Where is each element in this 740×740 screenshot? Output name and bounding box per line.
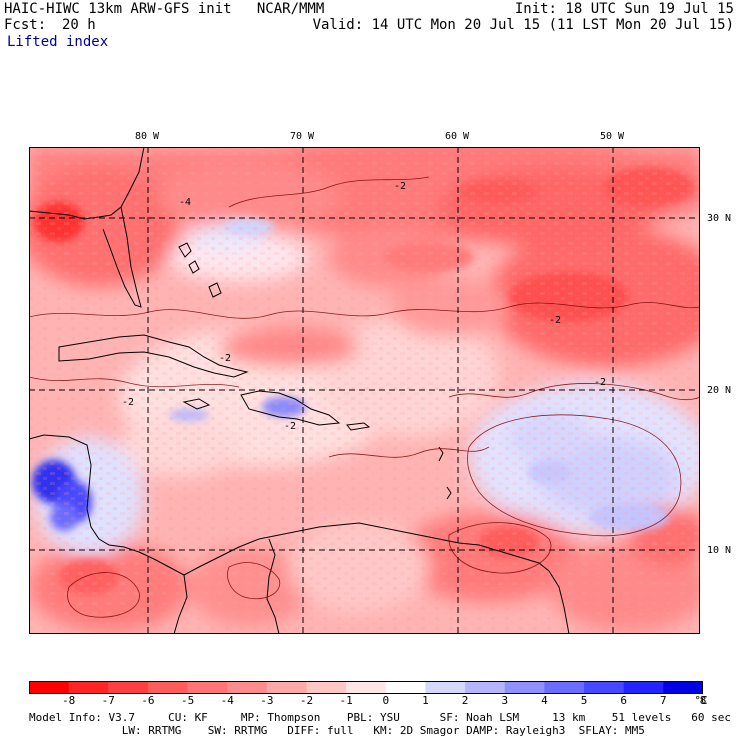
color-scale-swatch — [187, 681, 228, 694]
color-scale-swatch — [663, 681, 703, 694]
model-info-line: Model Info: V3.7 CU: KF MP: Thompson PBL… — [29, 711, 731, 724]
cuba-outline — [58, 334, 249, 378]
color-scale-swatch — [147, 681, 189, 694]
color-scale-swatch — [29, 681, 70, 694]
lat-label-10n: 10 N — [707, 545, 732, 556]
maracaibo-outline — [266, 538, 280, 634]
lon-label-70w: 70 W — [290, 131, 315, 142]
contour-line-9 — [448, 522, 552, 574]
physics-info-line: LW: RRTMG SW: RRTMG DIFF: full KM: 2D Sm… — [29, 724, 645, 737]
color-scale-label: 0 — [382, 694, 390, 707]
central-america-coast — [29, 434, 185, 576]
lon-label-50w: 50 W — [600, 131, 625, 142]
color-scale-label: -1 — [339, 694, 353, 707]
contour-line-4 — [467, 414, 682, 537]
hispaniola-outline — [240, 390, 341, 426]
color-scale-swatch — [544, 681, 585, 694]
color-scale-label: -2 — [299, 694, 314, 707]
color-scale-label: -6 — [141, 694, 155, 707]
coastlines — [29, 147, 570, 634]
contour-line-8 — [227, 562, 281, 600]
contour-label-3: -2 — [549, 315, 561, 326]
color-scale-label: 4 — [541, 694, 548, 707]
color-scale-label: 7 — [660, 694, 667, 707]
color-scale-swatch — [346, 681, 387, 694]
guyana-coast — [548, 570, 570, 634]
color-scale-label: 3 — [501, 694, 509, 707]
color-scale-bar — [29, 681, 703, 694]
color-scale-unit: °C — [694, 694, 708, 707]
color-scale-label: -8 — [62, 694, 76, 707]
south-america-coast — [183, 522, 550, 576]
contour-line-7 — [67, 572, 140, 618]
jamaica-outline — [182, 398, 211, 410]
model-title: HAIC-HIWC 13km ARW-GFS init NCAR/MMM — [4, 1, 325, 17]
florida-outline — [102, 206, 142, 308]
map-frame — [29, 147, 700, 634]
contour-line-1 — [29, 302, 700, 319]
color-scale-swatch — [425, 681, 466, 694]
colombia-coast — [173, 574, 188, 634]
contour-line-6 — [328, 446, 490, 458]
lat-label-20n: 20 N — [707, 385, 732, 396]
lon-label-80w: 80 W — [135, 131, 160, 142]
color-scale-label: 2 — [461, 694, 469, 707]
lon-label-60w: 60 W — [445, 131, 470, 142]
color-scale-swatch — [584, 681, 625, 694]
color-scale-swatch — [306, 681, 347, 694]
puerto-rico-outline — [346, 422, 371, 431]
color-scale-label: -7 — [101, 694, 115, 707]
contour-lines — [29, 176, 700, 618]
contour-label-7: -2 — [284, 421, 296, 432]
color-scale-label: -4 — [220, 694, 234, 707]
forecast-label: Fcst: — [4, 17, 47, 33]
color-scale-label: 8 — [699, 694, 707, 707]
color-scale-swatch — [266, 681, 308, 694]
valid-time: Valid: 14 UTC Mon 20 Jul 15 (11 LST Mon … — [312, 17, 734, 33]
color-scale-label: 1 — [422, 694, 429, 707]
lifted-index-map: -2 -2 -2 -2 -2 -4 -2 — [29, 147, 700, 634]
contour-labels: -2 -2 -2 -2 -2 -4 -2 — [122, 181, 606, 432]
color-scale-frame — [29, 681, 703, 694]
color-scale-swatch — [623, 681, 664, 694]
us-coastline — [29, 147, 145, 220]
bahamas-outline — [178, 242, 222, 298]
color-scale-swatch — [385, 681, 426, 694]
contour-line-2 — [29, 376, 240, 388]
color-scale-swatch — [227, 681, 268, 694]
contour-label-5: -2 — [219, 353, 231, 364]
color-scale-label: 6 — [620, 694, 628, 707]
init-time: Init: 18 UTC Sun 19 Jul 15 — [514, 1, 734, 17]
color-scale-label: -3 — [260, 694, 274, 707]
forecast-hour: 20 h — [62, 17, 96, 33]
field-name: Lifted index — [7, 34, 109, 50]
lat-label-30n: 30 N — [707, 213, 732, 224]
graticule — [29, 147, 700, 634]
color-scale-swatch — [504, 681, 545, 694]
color-scale-label: 5 — [580, 694, 588, 707]
contour-label-2: -2 — [394, 181, 406, 192]
color-scale-swatch — [68, 681, 109, 694]
contour-line-5 — [228, 176, 430, 208]
contour-label-1: -2 — [122, 397, 134, 408]
color-scale-label: -5 — [180, 694, 195, 707]
color-scale-swatch — [465, 681, 506, 694]
contour-line-3 — [448, 383, 700, 401]
color-scale-swatch — [108, 681, 149, 694]
contour-label-4: -2 — [594, 377, 606, 388]
contour-label-6: -4 — [179, 197, 191, 208]
